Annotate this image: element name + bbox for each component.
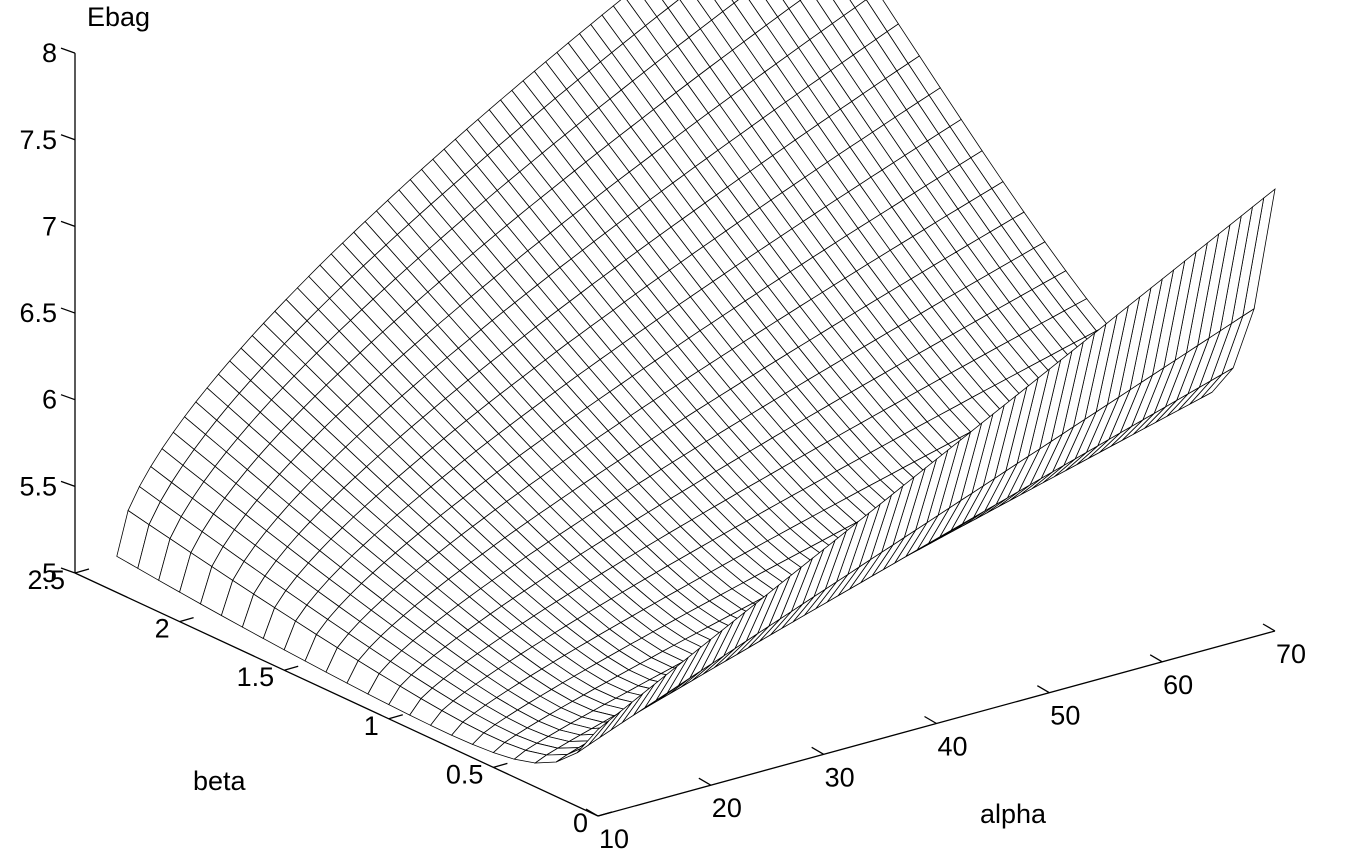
y-tick-label: 1 bbox=[364, 711, 379, 741]
z-tick-label: 5 bbox=[42, 558, 57, 588]
z-tick bbox=[60, 307, 76, 314]
y-tick bbox=[74, 568, 90, 574]
x-tick bbox=[585, 808, 599, 817]
z-tick bbox=[60, 480, 76, 487]
x-tick-label: 60 bbox=[1163, 670, 1193, 700]
y-tick-label: 1.5 bbox=[237, 662, 275, 692]
z-tick bbox=[60, 220, 76, 228]
z-tick-label: 7 bbox=[42, 211, 57, 241]
y-axis-line bbox=[74, 572, 599, 817]
x-tick-label: 70 bbox=[1276, 639, 1306, 669]
x-tick-label: 30 bbox=[825, 762, 855, 792]
x-tick bbox=[1262, 623, 1276, 632]
x-tick bbox=[1037, 685, 1050, 694]
y-tick-label: 2 bbox=[155, 614, 170, 644]
y-axis-title: beta bbox=[193, 766, 247, 796]
z-tick bbox=[60, 394, 76, 401]
x-axis-title: alpha bbox=[980, 799, 1047, 829]
z-axis-title: Ebag bbox=[87, 2, 150, 32]
mesh-cell bbox=[576, 719, 610, 754]
z-tick bbox=[60, 567, 76, 574]
z-tick-label: 8 bbox=[42, 38, 57, 68]
y-tick bbox=[284, 665, 299, 671]
x-tick-label: 40 bbox=[937, 732, 967, 762]
y-tick bbox=[388, 714, 403, 720]
x-tick bbox=[698, 777, 712, 786]
z-tick-label: 5.5 bbox=[19, 471, 57, 501]
z-tick-label: 6 bbox=[42, 385, 57, 415]
y-tick-label: 0.5 bbox=[446, 759, 484, 789]
x-tick-label: 20 bbox=[712, 793, 742, 823]
surface-mesh bbox=[116, 0, 1276, 764]
y-tick-label: 2.5 bbox=[27, 565, 65, 595]
x-tick-label: 10 bbox=[599, 824, 629, 854]
z-tick-label: 7.5 bbox=[19, 125, 57, 155]
x-tick bbox=[924, 715, 937, 725]
z-tick bbox=[60, 47, 76, 54]
y-tick bbox=[179, 616, 194, 623]
x-tick-label: 50 bbox=[1050, 701, 1080, 731]
y-tick bbox=[493, 762, 508, 769]
x-tick bbox=[1149, 654, 1163, 663]
y-tick-label: 0 bbox=[573, 808, 588, 838]
z-tick bbox=[60, 134, 76, 141]
x-tick bbox=[811, 746, 824, 755]
axes: 5 5.5 6 6.5 7 7.5 8 0 0.5 1 1.5 2 2.5 10 20 30 40 50 60 70 bbox=[19, 38, 1306, 854]
z-tick-label: 6.5 bbox=[19, 298, 57, 328]
